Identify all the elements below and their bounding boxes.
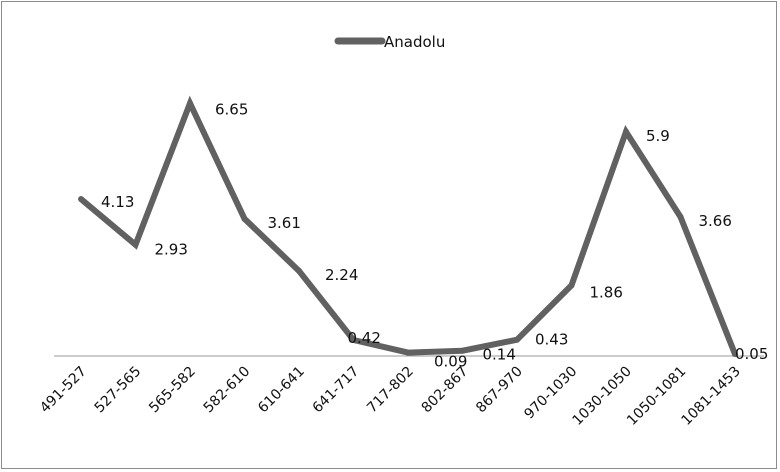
x-tick-label: 610-641 xyxy=(255,364,308,417)
data-label: 0.43 xyxy=(535,331,568,349)
x-tick-label: 565-582 xyxy=(146,364,199,417)
x-tick-label: 717-802 xyxy=(364,364,417,417)
series-line-anadolu xyxy=(79,95,738,356)
data-point xyxy=(459,347,466,354)
data-label: 5.9 xyxy=(646,127,670,145)
x-tick-label: 491-527 xyxy=(37,364,90,417)
x-tick-labels: 491-527 527-565 565-582 582-610 610-641 641-7… xyxy=(37,364,744,429)
data-point xyxy=(623,128,629,135)
x-tick-label: 1081-1453 xyxy=(679,364,744,429)
data-point xyxy=(514,336,520,343)
x-tick-label: 970-1030 xyxy=(521,364,580,423)
x-tick-label: 527-565 xyxy=(92,364,145,417)
data-label: 3.61 xyxy=(268,214,301,232)
data-point xyxy=(132,241,139,248)
data-label: 4.13 xyxy=(101,193,134,211)
data-label: 0.14 xyxy=(483,346,516,364)
data-point xyxy=(187,100,193,107)
data-point xyxy=(405,349,411,356)
data-point xyxy=(350,337,357,344)
x-tick-label: 802-867 xyxy=(419,364,472,417)
series-group: 4.13 2.93 6.65 3.61 2.24 0.42 0.09 0.14 0.43 1.86… xyxy=(78,95,768,371)
data-label: 3.66 xyxy=(699,212,732,230)
data-point xyxy=(241,215,248,222)
data-label: 0.09 xyxy=(434,353,467,371)
data-point xyxy=(78,196,84,203)
data-label: 0.42 xyxy=(348,329,381,347)
data-label: 6.65 xyxy=(215,100,248,118)
data-labels: 4.13 2.93 6.65 3.61 2.24 0.42 0.09 0.14 0.43 1.86… xyxy=(101,100,768,370)
data-label: 0.05 xyxy=(735,345,768,363)
data-label: 2.93 xyxy=(155,241,188,259)
data-point xyxy=(568,282,575,289)
data-point xyxy=(296,267,302,274)
legend-label: Anadolu xyxy=(384,33,445,51)
data-label: 1.86 xyxy=(590,283,623,301)
x-tick-label: 867-970 xyxy=(473,364,526,417)
data-label: 2.24 xyxy=(325,266,358,284)
x-tick-label: 582-610 xyxy=(201,364,254,417)
legend: Anadolu xyxy=(334,33,445,51)
data-point xyxy=(677,213,684,220)
x-tick-label: 641-717 xyxy=(310,364,363,417)
data-point xyxy=(732,351,738,358)
